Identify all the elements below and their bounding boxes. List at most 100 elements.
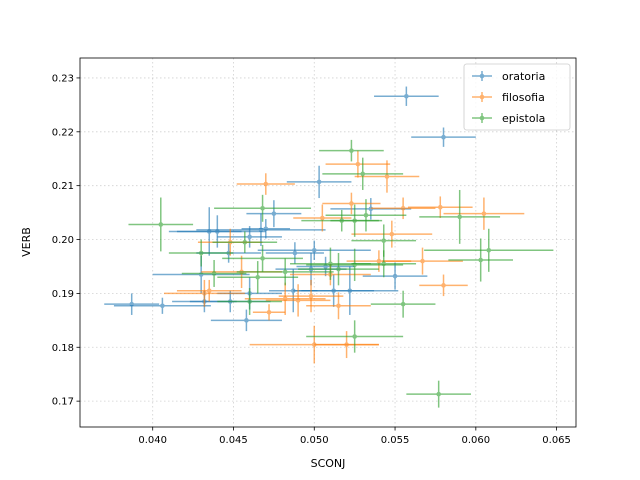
point-marker bbox=[292, 250, 298, 256]
data-point bbox=[319, 139, 384, 162]
legend-item-oratoria: oratoria bbox=[472, 70, 545, 83]
point-marker bbox=[263, 181, 269, 187]
point-marker bbox=[352, 334, 357, 339]
point-marker bbox=[255, 274, 261, 280]
legend-symbol bbox=[472, 92, 492, 102]
point-marker bbox=[486, 248, 492, 253]
legend-label: filosofia bbox=[502, 91, 545, 104]
data-point bbox=[278, 279, 344, 313]
point-marker bbox=[384, 174, 390, 179]
y-axis-label: VERB bbox=[20, 227, 33, 257]
y-tick-label: 0.23 bbox=[52, 73, 74, 84]
data-point bbox=[322, 157, 404, 190]
y-tick-label: 0.17 bbox=[52, 397, 74, 408]
point-marker bbox=[376, 258, 382, 264]
point-marker bbox=[215, 229, 220, 234]
legend-symbol bbox=[472, 71, 492, 81]
y-tick-label: 0.21 bbox=[52, 181, 74, 192]
data-point bbox=[419, 274, 468, 297]
data-point bbox=[246, 200, 302, 228]
point-marker bbox=[266, 309, 272, 315]
x-tick-label: 0.045 bbox=[219, 435, 248, 446]
data-point bbox=[354, 160, 420, 193]
data-point bbox=[406, 380, 471, 408]
data-point bbox=[257, 240, 371, 261]
data-point bbox=[214, 194, 312, 222]
y-tick-label: 0.20 bbox=[52, 235, 74, 246]
data-point bbox=[244, 282, 326, 315]
data-point bbox=[325, 150, 391, 178]
point-marker bbox=[211, 271, 217, 276]
data-point bbox=[382, 247, 463, 275]
grid bbox=[80, 58, 576, 427]
point-marker bbox=[344, 342, 349, 347]
y-axis: 0.17 0.18 0.19 0.20 0.21 0.22 0.23 bbox=[52, 73, 80, 408]
point-marker bbox=[336, 303, 341, 309]
legend-marker bbox=[479, 94, 485, 100]
point-marker bbox=[282, 296, 288, 302]
point-marker bbox=[437, 204, 443, 210]
data-point bbox=[269, 269, 318, 313]
point-marker bbox=[360, 171, 366, 177]
data-point bbox=[113, 297, 211, 314]
point-marker bbox=[282, 269, 288, 275]
x-tick-label: 0.060 bbox=[462, 435, 491, 446]
data-point bbox=[362, 262, 428, 290]
data-point bbox=[419, 189, 501, 244]
point-marker bbox=[400, 301, 406, 307]
point-marker bbox=[389, 231, 395, 237]
point-marker bbox=[349, 201, 354, 206]
point-marker bbox=[242, 239, 248, 245]
x-tick-label: 0.050 bbox=[300, 435, 329, 446]
data-point bbox=[448, 238, 513, 282]
point-marker bbox=[404, 93, 409, 99]
point-marker bbox=[355, 161, 361, 167]
data-point bbox=[222, 244, 303, 272]
point-marker bbox=[363, 212, 369, 218]
data-point bbox=[128, 197, 194, 252]
legend-marker bbox=[479, 115, 485, 121]
point-marker bbox=[260, 256, 265, 261]
legend-label: oratoria bbox=[502, 70, 545, 83]
data-point bbox=[370, 290, 436, 318]
point-marker bbox=[247, 299, 252, 304]
x-tick-label: 0.065 bbox=[542, 435, 571, 446]
point-marker bbox=[441, 134, 446, 140]
point-marker bbox=[311, 248, 317, 253]
x-axis-label: SCONJ bbox=[311, 457, 346, 470]
legend: oratoria filosofia epistola bbox=[463, 63, 571, 131]
data-point bbox=[322, 192, 381, 215]
point-marker bbox=[478, 257, 483, 263]
y-tick-label: 0.22 bbox=[52, 127, 74, 138]
y-tick-label: 0.19 bbox=[52, 289, 74, 300]
point-marker bbox=[160, 303, 165, 309]
point-marker bbox=[260, 205, 265, 211]
series-epistola bbox=[128, 139, 554, 408]
data-point bbox=[217, 288, 282, 315]
data-point bbox=[217, 226, 282, 248]
data-point bbox=[241, 219, 291, 239]
point-marker bbox=[336, 266, 341, 272]
data-point bbox=[181, 260, 247, 287]
data-point bbox=[164, 279, 245, 307]
x-axis: 0.040 0.045 0.050 0.055 0.060 0.065 bbox=[138, 427, 571, 446]
legend-item-filosofia: filosofia bbox=[472, 91, 545, 104]
point-marker bbox=[271, 211, 277, 216]
point-marker bbox=[290, 288, 296, 294]
point-marker bbox=[436, 391, 441, 397]
point-marker bbox=[420, 258, 425, 264]
data-point bbox=[351, 220, 433, 248]
point-marker bbox=[308, 293, 314, 299]
legend-item-epistola: epistola bbox=[472, 112, 545, 125]
point-marker bbox=[400, 205, 406, 211]
legend-label: epistola bbox=[502, 112, 545, 125]
point-marker bbox=[198, 250, 204, 256]
data-point bbox=[330, 204, 379, 237]
point-marker bbox=[206, 288, 212, 294]
data-point bbox=[210, 309, 282, 332]
point-marker bbox=[349, 148, 354, 153]
data-point bbox=[236, 258, 334, 286]
data-point bbox=[411, 127, 476, 147]
legend-marker bbox=[479, 73, 485, 79]
